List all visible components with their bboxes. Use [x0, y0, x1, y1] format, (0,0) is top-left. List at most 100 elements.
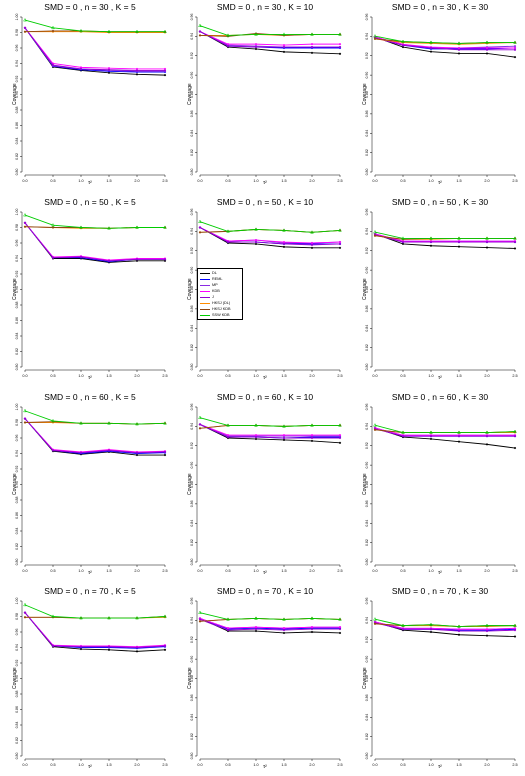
series-line-ssw-kdb: [199, 612, 341, 620]
data-point: [163, 74, 167, 77]
data-point: [282, 631, 286, 635]
data-point: [198, 610, 202, 614]
legend-item: J: [200, 294, 240, 300]
series-line-ssw-kdb: [374, 231, 515, 239]
x-tick-label: 0.0: [197, 179, 202, 183]
data-point: [163, 225, 167, 229]
y-tick-label: 0.92: [190, 442, 194, 449]
data-point: [23, 616, 27, 619]
data-point: [310, 628, 314, 631]
x-tick-label: 0.0: [197, 763, 202, 767]
data-point: [226, 45, 230, 48]
data-point: [254, 616, 258, 620]
legend-label: HKSJ (DL): [212, 301, 231, 305]
data-point: [310, 51, 314, 54]
x-tick-label: 2.0: [309, 569, 314, 573]
legend-swatch: [200, 308, 210, 310]
data-point: [51, 449, 55, 452]
data-point: [457, 440, 461, 443]
y-tick-label: 0.86: [15, 317, 19, 324]
y-tick-label: 1.00: [15, 598, 19, 605]
data-point: [310, 246, 314, 249]
data-point: [23, 421, 27, 424]
y-tick-label: 0.86: [15, 706, 19, 713]
y-tick-label: 0.86: [365, 305, 369, 312]
x-tick-label: 0.0: [197, 374, 202, 378]
data-point: [23, 611, 27, 614]
data-point: [226, 435, 230, 439]
data-point: [226, 434, 230, 437]
data-point: [23, 17, 27, 22]
data-point: [485, 46, 489, 50]
plot-area: 0.80 0.82 0.84 0.86 0.88 0.90 0.92 0.94 0.96 0.0 0…: [190, 404, 343, 573]
chart-panel: SMD = 0 , n = 70 , K = 30 Coverage τ² 0.80 0…: [355, 586, 525, 776]
chart-panel: SMD = 0 , n = 30 , K = 10 Coverage τ² 0.80 0…: [180, 2, 350, 192]
legend-item: DL: [200, 270, 240, 276]
x-tick-label: 2.5: [162, 569, 167, 573]
data-point: [163, 450, 167, 453]
data-point: [51, 226, 55, 229]
x-tick-label: 1.5: [281, 763, 286, 767]
x-tick-label: 0.5: [50, 569, 55, 573]
x-tick-label: 2.5: [162, 374, 167, 378]
x-tick-label: 1.5: [106, 179, 111, 183]
data-point: [282, 50, 286, 53]
data-point: [457, 245, 461, 248]
y-tick-label: 0.94: [190, 33, 194, 40]
x-tick-label: 2.5: [162, 763, 167, 767]
series-line-ssw-kdb: [199, 221, 341, 233]
data-point: [226, 240, 230, 244]
data-point: [338, 45, 342, 49]
series-line-ssw-kdb: [24, 214, 165, 229]
y-tick-label: 0.92: [190, 52, 194, 59]
x-tick-label: 1.0: [428, 179, 433, 183]
data-point: [79, 255, 83, 258]
data-point: [513, 56, 517, 59]
x-axis-label: τ²: [263, 180, 267, 186]
y-tick-label: 0.88: [190, 286, 194, 293]
series-line-hksj-dl: [25, 31, 165, 33]
y-tick-label: 0.82: [15, 543, 19, 550]
data-point: [51, 644, 55, 647]
data-point: [310, 436, 314, 440]
data-point: [429, 628, 433, 631]
data-point: [254, 227, 258, 231]
data-point: [23, 212, 27, 217]
data-point: [198, 226, 202, 229]
x-tick-label: 2.0: [134, 374, 139, 378]
data-point: [163, 453, 167, 457]
legend-item: REML: [200, 276, 240, 282]
legend-item: MP: [200, 282, 240, 288]
y-tick-label: 0.90: [365, 72, 369, 79]
y-tick-label: 0.82: [15, 153, 19, 160]
y-tick-label: 0.88: [365, 675, 369, 682]
y-tick-label: 0.94: [15, 255, 19, 262]
x-tick-label: 2.5: [337, 569, 342, 573]
series-line-dl: [199, 227, 340, 249]
x-tick-label: 1.0: [428, 374, 433, 378]
legend-swatch: [200, 272, 210, 274]
data-point: [310, 616, 314, 620]
data-point: [79, 225, 83, 229]
data-point: [513, 635, 517, 638]
data-point: [254, 239, 258, 242]
series-line-ssw-kdb: [374, 35, 515, 44]
data-point: [51, 256, 55, 259]
chart-title: SMD = 0 , n = 70 , K = 5: [44, 586, 136, 596]
x-tick-label: 2.5: [337, 179, 342, 183]
y-tick-label: 0.88: [15, 691, 19, 698]
y-tick-label: 0.84: [365, 520, 369, 527]
data-point: [79, 67, 83, 70]
series-line-j: [24, 418, 166, 454]
data-point: [485, 52, 489, 55]
data-point: [198, 219, 202, 223]
series-line-kdb: [199, 31, 340, 46]
x-tick-label: 0.5: [50, 763, 55, 767]
y-tick-label: 0.80: [190, 753, 194, 760]
data-point: [485, 241, 489, 244]
series-line-ssw-kdb: [374, 424, 516, 433]
data-point: [163, 29, 167, 33]
data-point: [429, 241, 433, 244]
y-tick-label: 0.90: [15, 481, 19, 488]
y-tick-label: 0.86: [15, 122, 19, 129]
